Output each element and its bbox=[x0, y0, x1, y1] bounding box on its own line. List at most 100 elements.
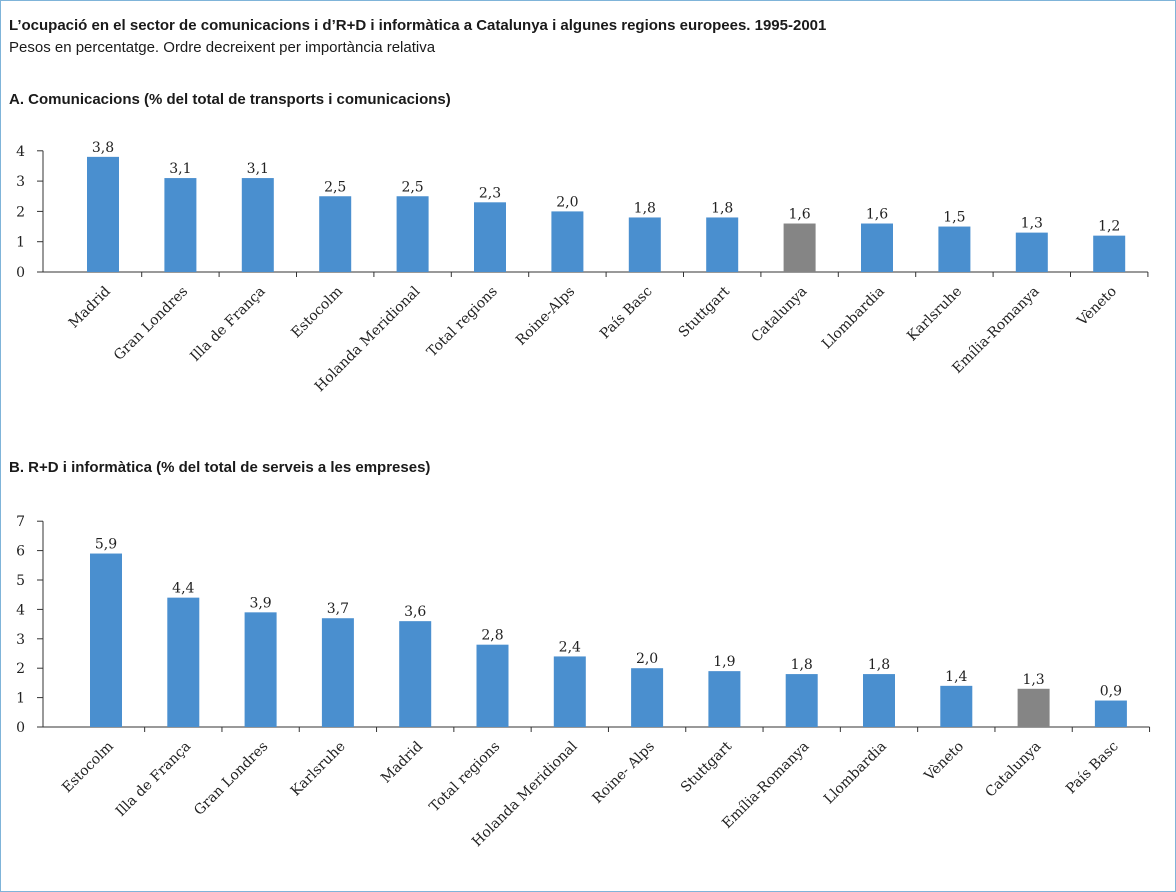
category-label: Total regions bbox=[424, 284, 501, 361]
bar-value-label: 2,0 bbox=[556, 194, 578, 210]
bar bbox=[863, 674, 895, 727]
bar bbox=[861, 223, 893, 272]
y-tick-label: 2 bbox=[16, 204, 25, 220]
category-label: Gran Londres bbox=[111, 284, 191, 364]
category-label: Illa de França bbox=[113, 739, 194, 820]
bar-value-label: 1,3 bbox=[1022, 672, 1044, 688]
bar bbox=[706, 217, 739, 272]
category-label: Vèneto bbox=[921, 739, 967, 785]
chart-a-title: A. Comunicacions (% del total de transpo… bbox=[9, 91, 451, 108]
category-label: País Basc bbox=[1063, 738, 1122, 797]
category-label: Illa de França bbox=[187, 284, 268, 365]
chart-a: 0 1 2 3 4 3,8 Madrid 3,1 Gran Londres 3,1 Illa de … bbox=[16, 140, 1149, 395]
bar-value-label: 4,4 bbox=[172, 581, 194, 597]
bar-value-label: 2,5 bbox=[401, 179, 423, 195]
category-label: Estocolm bbox=[59, 739, 117, 797]
bar-value-label: 1,8 bbox=[791, 657, 813, 673]
bar-value-label: 3,8 bbox=[92, 140, 114, 156]
category-label: Gran Londres bbox=[191, 739, 271, 819]
bar bbox=[783, 223, 816, 272]
y-tick-label: 4 bbox=[16, 602, 25, 618]
bar-value-label: 1,9 bbox=[713, 654, 735, 670]
bar bbox=[241, 178, 274, 272]
bar-value-label: 3,1 bbox=[169, 161, 191, 177]
bar bbox=[321, 618, 354, 727]
y-tick-label: 0 bbox=[16, 265, 25, 281]
category-label: Emília-Romanya bbox=[719, 739, 812, 832]
y-tick-label: 0 bbox=[16, 720, 25, 736]
category-label: Estocolm bbox=[288, 284, 346, 342]
bar bbox=[476, 644, 509, 727]
bar bbox=[551, 211, 584, 272]
bar bbox=[319, 196, 352, 272]
y-tick-label: 6 bbox=[16, 544, 25, 560]
bar bbox=[785, 674, 818, 727]
bar-value-label: 2,0 bbox=[636, 651, 658, 667]
bar bbox=[1094, 700, 1127, 727]
bar-value-label: 1,4 bbox=[945, 669, 967, 685]
category-label: Roine-Alps bbox=[513, 284, 578, 349]
bar bbox=[164, 178, 197, 272]
category-label: Karlsruhe bbox=[288, 739, 349, 800]
bar-value-label: 3,7 bbox=[327, 601, 349, 617]
bar bbox=[631, 668, 664, 727]
bar-value-label: 2,3 bbox=[479, 185, 501, 201]
bar bbox=[1015, 232, 1048, 272]
bar-value-label: 2,8 bbox=[481, 628, 503, 644]
bar bbox=[1093, 235, 1126, 272]
bar-value-label: 3,9 bbox=[249, 595, 271, 611]
bar bbox=[167, 597, 200, 727]
category-label: Stuttgart bbox=[678, 738, 736, 796]
bar bbox=[1017, 688, 1050, 727]
bar-value-label: 2,4 bbox=[559, 639, 581, 655]
chart-b-title: B. R+D i informàtica (% del total de ser… bbox=[9, 459, 431, 476]
category-label: Emília-Romanya bbox=[949, 284, 1042, 377]
bar-value-label: 5,9 bbox=[95, 537, 117, 553]
bar-value-label: 1,6 bbox=[788, 207, 810, 223]
bar bbox=[940, 685, 973, 727]
category-label: Madrid bbox=[378, 738, 426, 786]
y-tick-label: 4 bbox=[16, 144, 25, 160]
y-tick-label: 1 bbox=[16, 691, 25, 707]
bar bbox=[87, 156, 119, 272]
category-label: Llombardia bbox=[821, 739, 890, 808]
category-label: Stuttgart bbox=[676, 283, 734, 341]
bar-value-label: 1,6 bbox=[866, 207, 888, 223]
bar bbox=[708, 671, 741, 727]
bar-value-label: 3,6 bbox=[404, 604, 426, 620]
bar bbox=[244, 612, 277, 727]
y-tick-label: 3 bbox=[16, 632, 25, 648]
bar bbox=[938, 226, 971, 272]
chart-b: 0 1 2 3 4 5 6 7 5,9 Estocolm 4,4 Illa de França 3,9 G… bbox=[16, 514, 1151, 850]
bar bbox=[396, 196, 429, 272]
bar-value-label: 1,2 bbox=[1098, 219, 1120, 235]
bar bbox=[628, 217, 661, 272]
y-tick-label: 5 bbox=[16, 573, 25, 589]
y-tick-label: 1 bbox=[16, 235, 25, 251]
y-tick-label: 3 bbox=[16, 174, 25, 190]
bar-value-label: 1,8 bbox=[711, 200, 733, 216]
bar bbox=[553, 656, 586, 727]
bar-value-label: 2,5 bbox=[324, 179, 346, 195]
bar-value-label: 1,3 bbox=[1021, 216, 1043, 232]
bar-value-label: 1,5 bbox=[943, 210, 965, 226]
category-label: Roine- Alps bbox=[590, 739, 658, 807]
bar-value-label: 3,1 bbox=[247, 161, 269, 177]
category-label: Madrid bbox=[66, 283, 114, 331]
category-label: Catalunya bbox=[748, 284, 810, 346]
category-label: Karlsruhe bbox=[904, 284, 965, 345]
category-label: Llombardia bbox=[819, 284, 888, 353]
category-label: Vèneto bbox=[1074, 284, 1120, 330]
category-label: Total regions bbox=[427, 739, 504, 816]
bar bbox=[90, 553, 122, 727]
bar-value-label: 1,8 bbox=[634, 200, 656, 216]
bar-value-label: 1,8 bbox=[868, 657, 890, 673]
figure-title: L’ocupació en el sector de comunicacions… bbox=[9, 17, 827, 34]
y-tick-label: 7 bbox=[16, 514, 25, 530]
bar bbox=[474, 202, 506, 272]
y-tick-label: 2 bbox=[16, 661, 25, 677]
bar-value-label: 0,9 bbox=[1100, 684, 1122, 700]
figure-subtitle: Pesos en percentatge. Ordre decreixent p… bbox=[9, 39, 436, 56]
category-label: Catalunya bbox=[982, 739, 1044, 801]
